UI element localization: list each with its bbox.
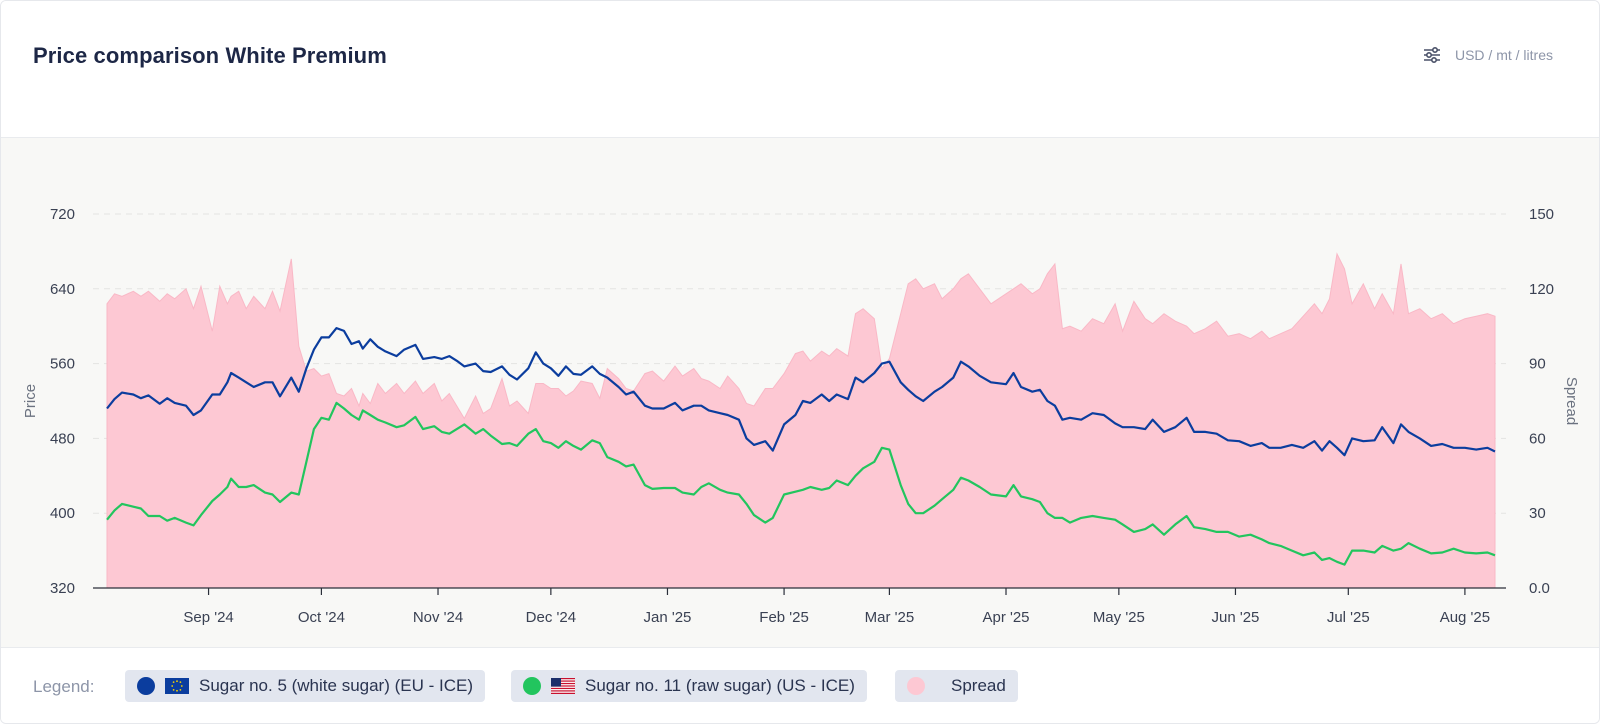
- legend-item-label: Sugar no. 11 (raw sugar) (US - ICE): [585, 676, 855, 695]
- raw-sugar-line: [106, 401, 1496, 566]
- y-left-axis-title: Price: [22, 384, 39, 418]
- page-title: Price comparison White Premium: [33, 43, 387, 68]
- legend-item-label: Sugar no. 5 (white sugar) (EU - ICE): [199, 676, 473, 695]
- legend-item-label: Spread: [951, 676, 1006, 695]
- y-left-tick-label: 720: [50, 206, 75, 223]
- spread-area: [106, 252, 1496, 589]
- y-right-tick-label: 120: [1529, 281, 1554, 298]
- y-left-tick-label: 560: [50, 356, 75, 373]
- legend-item-raw-sugar[interactable]: Sugar no. 11 (raw sugar) (US - ICE): [511, 670, 867, 702]
- us-flag-icon: [551, 678, 575, 694]
- x-tick-label: Oct '24: [298, 609, 345, 626]
- legend-item-white-sugar[interactable]: Sugar no. 5 (white sugar) (EU - ICE): [125, 670, 485, 702]
- card-header: Price comparison White Premium USD / mt …: [1, 1, 1599, 138]
- x-tick-label: Jul '25: [1327, 609, 1370, 626]
- series-dot-spread: [907, 677, 925, 695]
- y-right-tick-label: 90: [1529, 356, 1546, 373]
- series-dot-white-sugar: [137, 677, 155, 695]
- eu-flag-icon: [165, 678, 189, 694]
- y-right-axis-title: Spread: [1563, 377, 1580, 425]
- plot-area: 720 150 640 120 560 90 480 60 400 30 320 0.0 Sep '24…: [1, 138, 1599, 648]
- y-left-tick-label: 320: [50, 580, 75, 597]
- x-tick-label: Jun '25: [1212, 609, 1260, 626]
- units-selector[interactable]: USD / mt / litres: [1423, 47, 1553, 63]
- x-tick-label: Mar '25: [865, 609, 915, 626]
- x-tick-label: Apr '25: [982, 609, 1029, 626]
- x-tick-label: Sep '24: [183, 609, 233, 626]
- white-sugar-line: [106, 327, 1496, 457]
- sliders-icon[interactable]: [1423, 47, 1441, 63]
- y-left-tick-label: 400: [50, 505, 75, 522]
- legend: Legend: Sugar no. 5 (white sugar) (EU - …: [1, 648, 1599, 723]
- y-right-tick-label: 60: [1529, 430, 1546, 447]
- y-right-tick-label: 0.0: [1529, 580, 1550, 597]
- y-left-tick-label: 480: [50, 430, 75, 447]
- x-tick-label: Nov '24: [413, 609, 463, 626]
- series-dot-raw-sugar: [523, 677, 541, 695]
- y-left-tick-label: 640: [50, 281, 75, 298]
- x-tick-label: Dec '24: [526, 609, 576, 626]
- units-label[interactable]: USD / mt / litres: [1454, 47, 1553, 63]
- y-right-tick-label: 150: [1529, 206, 1554, 223]
- x-tick-label: Aug '25: [1440, 609, 1490, 626]
- legend-title: Legend:: [33, 677, 95, 696]
- x-tick-label: Jan '25: [644, 609, 692, 626]
- legend-item-spread[interactable]: Spread: [895, 670, 1018, 702]
- x-tick-label: May '25: [1093, 609, 1145, 626]
- y-right-tick-label: 30: [1529, 505, 1546, 522]
- price-chart: 720 150 640 120 560 90 480 60 400 30 320 0.0 Sep '24…: [22, 206, 1580, 626]
- x-tick-label: Feb '25: [759, 609, 809, 626]
